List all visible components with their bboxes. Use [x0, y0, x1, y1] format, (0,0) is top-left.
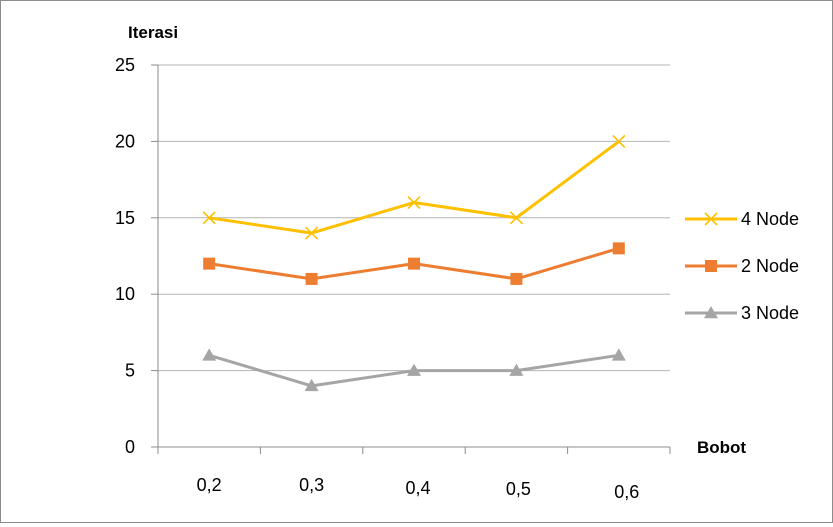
x-tick-label: 0,6 — [614, 482, 639, 502]
data-point — [509, 363, 524, 376]
y-tick-label: 5 — [125, 361, 135, 381]
data-point — [305, 226, 319, 240]
y-tick-labels: 0 5 10 15 20 25 — [115, 55, 135, 457]
data-point — [704, 212, 718, 226]
y-tick-label: 10 — [115, 284, 135, 304]
legend-entry: 4 Node — [685, 209, 799, 229]
data-point — [407, 363, 421, 376]
data-point — [612, 242, 625, 255]
data-point — [304, 378, 319, 392]
data-point — [704, 306, 718, 319]
y-tick-label: 20 — [115, 131, 135, 151]
legend-entry: 2 Node — [685, 256, 799, 276]
data-point — [202, 211, 216, 225]
data-point — [705, 260, 717, 272]
x-tick-label: 0,3 — [299, 475, 324, 495]
axes — [151, 64, 671, 454]
x-tick-label: 0,2 — [197, 475, 222, 495]
data-point — [611, 348, 626, 361]
series-lines — [202, 134, 626, 392]
y-tick-label: 15 — [115, 208, 135, 228]
x-axis-title: Bobot — [697, 438, 746, 457]
legend-label: 2 Node — [741, 256, 799, 276]
series-line — [208, 140, 620, 235]
data-point — [305, 272, 318, 285]
legend-label: 4 Node — [741, 209, 799, 229]
series-4-node — [202, 134, 626, 240]
y-tick-label: 0 — [125, 437, 135, 457]
gridlines — [158, 64, 670, 372]
data-point — [408, 257, 420, 270]
x-tick-label: 0,4 — [405, 478, 430, 498]
data-point — [509, 211, 523, 225]
y-axis-title: Iterasi — [128, 23, 178, 42]
data-point — [407, 195, 421, 210]
data-point — [202, 348, 217, 361]
y-tick-label: 25 — [115, 55, 135, 75]
legend-label: 3 Node — [741, 303, 799, 323]
x-tick-label: 0,5 — [506, 479, 531, 499]
data-point — [203, 257, 216, 270]
series-3-node — [202, 348, 626, 392]
series-2-node — [203, 242, 625, 285]
data-point — [510, 272, 523, 285]
x-tick-labels: 0,2 0,3 0,4 0,5 0,6 — [197, 475, 640, 502]
legend-entry: 3 Node — [685, 303, 799, 323]
data-point — [612, 134, 626, 148]
legend: 4 Node 2 Node 3 Node — [685, 209, 799, 323]
